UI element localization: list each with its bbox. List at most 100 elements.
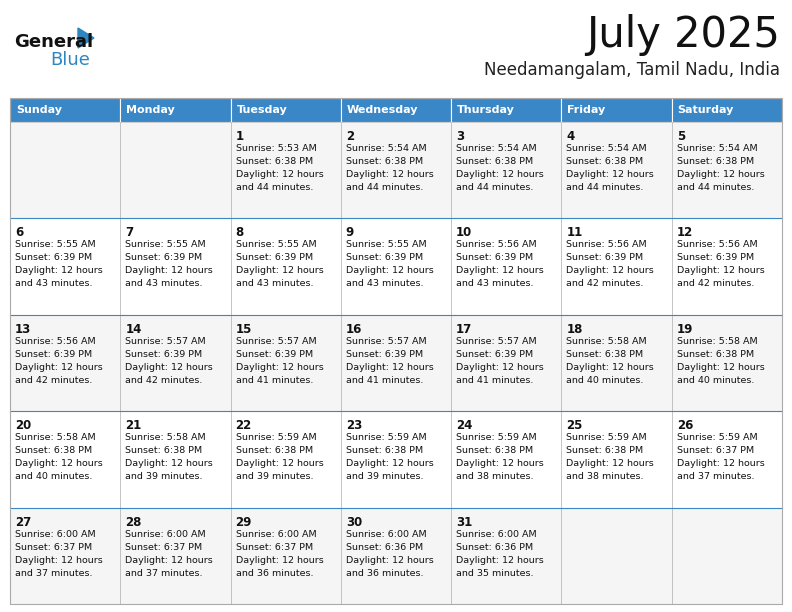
Text: Sunrise: 5:54 AM: Sunrise: 5:54 AM [346, 144, 426, 153]
Text: Sunset: 6:39 PM: Sunset: 6:39 PM [346, 350, 423, 359]
Text: and 37 minutes.: and 37 minutes. [15, 569, 93, 578]
Text: and 43 minutes.: and 43 minutes. [346, 280, 424, 288]
Text: Daylight: 12 hours: Daylight: 12 hours [456, 266, 544, 275]
Bar [120, 411, 230, 507]
Text: Daylight: 12 hours: Daylight: 12 hours [346, 363, 433, 372]
Text: Daylight: 12 hours: Daylight: 12 hours [456, 556, 544, 565]
Text: 9: 9 [346, 226, 354, 239]
Bar [10, 411, 120, 507]
Text: Sunrise: 5:56 AM: Sunrise: 5:56 AM [676, 241, 757, 250]
Text: 3: 3 [456, 130, 464, 143]
Text: Daylight: 12 hours: Daylight: 12 hours [456, 363, 544, 372]
Text: 18: 18 [566, 323, 583, 336]
Text: and 39 minutes.: and 39 minutes. [235, 472, 313, 481]
Text: Daylight: 12 hours: Daylight: 12 hours [676, 170, 764, 179]
Text: Sunday: Sunday [16, 105, 62, 115]
Text: Daylight: 12 hours: Daylight: 12 hours [15, 556, 103, 565]
Bar [230, 122, 341, 218]
Text: Daylight: 12 hours: Daylight: 12 hours [125, 556, 213, 565]
Text: and 40 minutes.: and 40 minutes. [676, 376, 754, 385]
Text: 4: 4 [566, 130, 575, 143]
Text: Sunrise: 5:59 AM: Sunrise: 5:59 AM [456, 433, 537, 442]
Text: Daylight: 12 hours: Daylight: 12 hours [235, 266, 323, 275]
Text: 14: 14 [125, 323, 142, 336]
Bar [451, 411, 562, 507]
Bar [672, 98, 782, 122]
Bar [230, 218, 341, 315]
Text: Sunset: 6:39 PM: Sunset: 6:39 PM [456, 350, 533, 359]
Text: and 44 minutes.: and 44 minutes. [346, 183, 423, 192]
Bar [341, 315, 451, 411]
Text: Sunset: 6:39 PM: Sunset: 6:39 PM [125, 253, 203, 263]
Text: Sunset: 6:38 PM: Sunset: 6:38 PM [235, 157, 313, 166]
Text: Sunset: 6:38 PM: Sunset: 6:38 PM [566, 157, 644, 166]
Text: Sunrise: 5:55 AM: Sunrise: 5:55 AM [235, 241, 316, 250]
Text: Sunrise: 5:54 AM: Sunrise: 5:54 AM [456, 144, 537, 153]
Text: 24: 24 [456, 419, 473, 432]
Bar [341, 98, 451, 122]
Text: Daylight: 12 hours: Daylight: 12 hours [346, 556, 433, 565]
Text: 17: 17 [456, 323, 472, 336]
Bar [10, 218, 120, 315]
Text: Sunset: 6:38 PM: Sunset: 6:38 PM [125, 446, 203, 455]
Bar [562, 98, 672, 122]
Text: 16: 16 [346, 323, 362, 336]
Bar [10, 507, 120, 604]
Bar [120, 218, 230, 315]
Text: Sunrise: 5:55 AM: Sunrise: 5:55 AM [346, 241, 426, 250]
Text: Daylight: 12 hours: Daylight: 12 hours [235, 363, 323, 372]
Text: Daylight: 12 hours: Daylight: 12 hours [566, 459, 654, 468]
Bar [120, 315, 230, 411]
Text: and 43 minutes.: and 43 minutes. [456, 280, 534, 288]
Text: Sunrise: 5:58 AM: Sunrise: 5:58 AM [15, 433, 96, 442]
Bar [451, 507, 562, 604]
Text: Sunset: 6:39 PM: Sunset: 6:39 PM [346, 253, 423, 263]
Text: General: General [14, 33, 93, 51]
Text: Sunrise: 5:59 AM: Sunrise: 5:59 AM [676, 433, 757, 442]
Text: and 43 minutes.: and 43 minutes. [125, 280, 203, 288]
Text: and 44 minutes.: and 44 minutes. [456, 183, 534, 192]
Text: Sunset: 6:39 PM: Sunset: 6:39 PM [15, 253, 92, 263]
Text: and 43 minutes.: and 43 minutes. [235, 280, 313, 288]
Text: Daylight: 12 hours: Daylight: 12 hours [125, 459, 213, 468]
Text: 6: 6 [15, 226, 23, 239]
Text: Blue: Blue [50, 51, 89, 69]
Text: Daylight: 12 hours: Daylight: 12 hours [346, 459, 433, 468]
Text: Daylight: 12 hours: Daylight: 12 hours [346, 170, 433, 179]
Text: Sunset: 6:39 PM: Sunset: 6:39 PM [676, 253, 754, 263]
Text: Daylight: 12 hours: Daylight: 12 hours [125, 266, 213, 275]
Text: 31: 31 [456, 515, 472, 529]
Text: Friday: Friday [567, 105, 606, 115]
Text: Sunrise: 5:57 AM: Sunrise: 5:57 AM [235, 337, 316, 346]
Text: Sunset: 6:39 PM: Sunset: 6:39 PM [235, 253, 313, 263]
Text: July 2025: July 2025 [586, 14, 780, 56]
Text: Needamangalam, Tamil Nadu, India: Needamangalam, Tamil Nadu, India [484, 61, 780, 79]
Text: Sunset: 6:38 PM: Sunset: 6:38 PM [676, 157, 754, 166]
Text: 1: 1 [235, 130, 244, 143]
Bar [230, 98, 341, 122]
Text: Sunset: 6:38 PM: Sunset: 6:38 PM [456, 157, 533, 166]
Text: Daylight: 12 hours: Daylight: 12 hours [676, 459, 764, 468]
Text: Sunset: 6:39 PM: Sunset: 6:39 PM [235, 350, 313, 359]
Bar [230, 507, 341, 604]
Bar [341, 218, 451, 315]
Text: and 40 minutes.: and 40 minutes. [566, 376, 644, 385]
Bar [451, 218, 562, 315]
Bar [230, 315, 341, 411]
Text: Sunset: 6:38 PM: Sunset: 6:38 PM [346, 446, 423, 455]
Text: Sunrise: 5:56 AM: Sunrise: 5:56 AM [15, 337, 96, 346]
Text: and 44 minutes.: and 44 minutes. [676, 183, 754, 192]
Text: Sunrise: 5:53 AM: Sunrise: 5:53 AM [235, 144, 316, 153]
Text: Sunrise: 5:55 AM: Sunrise: 5:55 AM [125, 241, 206, 250]
Text: Sunrise: 5:57 AM: Sunrise: 5:57 AM [125, 337, 206, 346]
Text: Sunrise: 5:54 AM: Sunrise: 5:54 AM [676, 144, 757, 153]
Bar [672, 315, 782, 411]
Bar [451, 122, 562, 218]
Text: 8: 8 [235, 226, 244, 239]
Text: and 40 minutes.: and 40 minutes. [15, 472, 93, 481]
Text: 23: 23 [346, 419, 362, 432]
Text: 10: 10 [456, 226, 472, 239]
Text: Daylight: 12 hours: Daylight: 12 hours [676, 363, 764, 372]
Text: and 44 minutes.: and 44 minutes. [566, 183, 644, 192]
Text: Sunrise: 5:59 AM: Sunrise: 5:59 AM [235, 433, 316, 442]
